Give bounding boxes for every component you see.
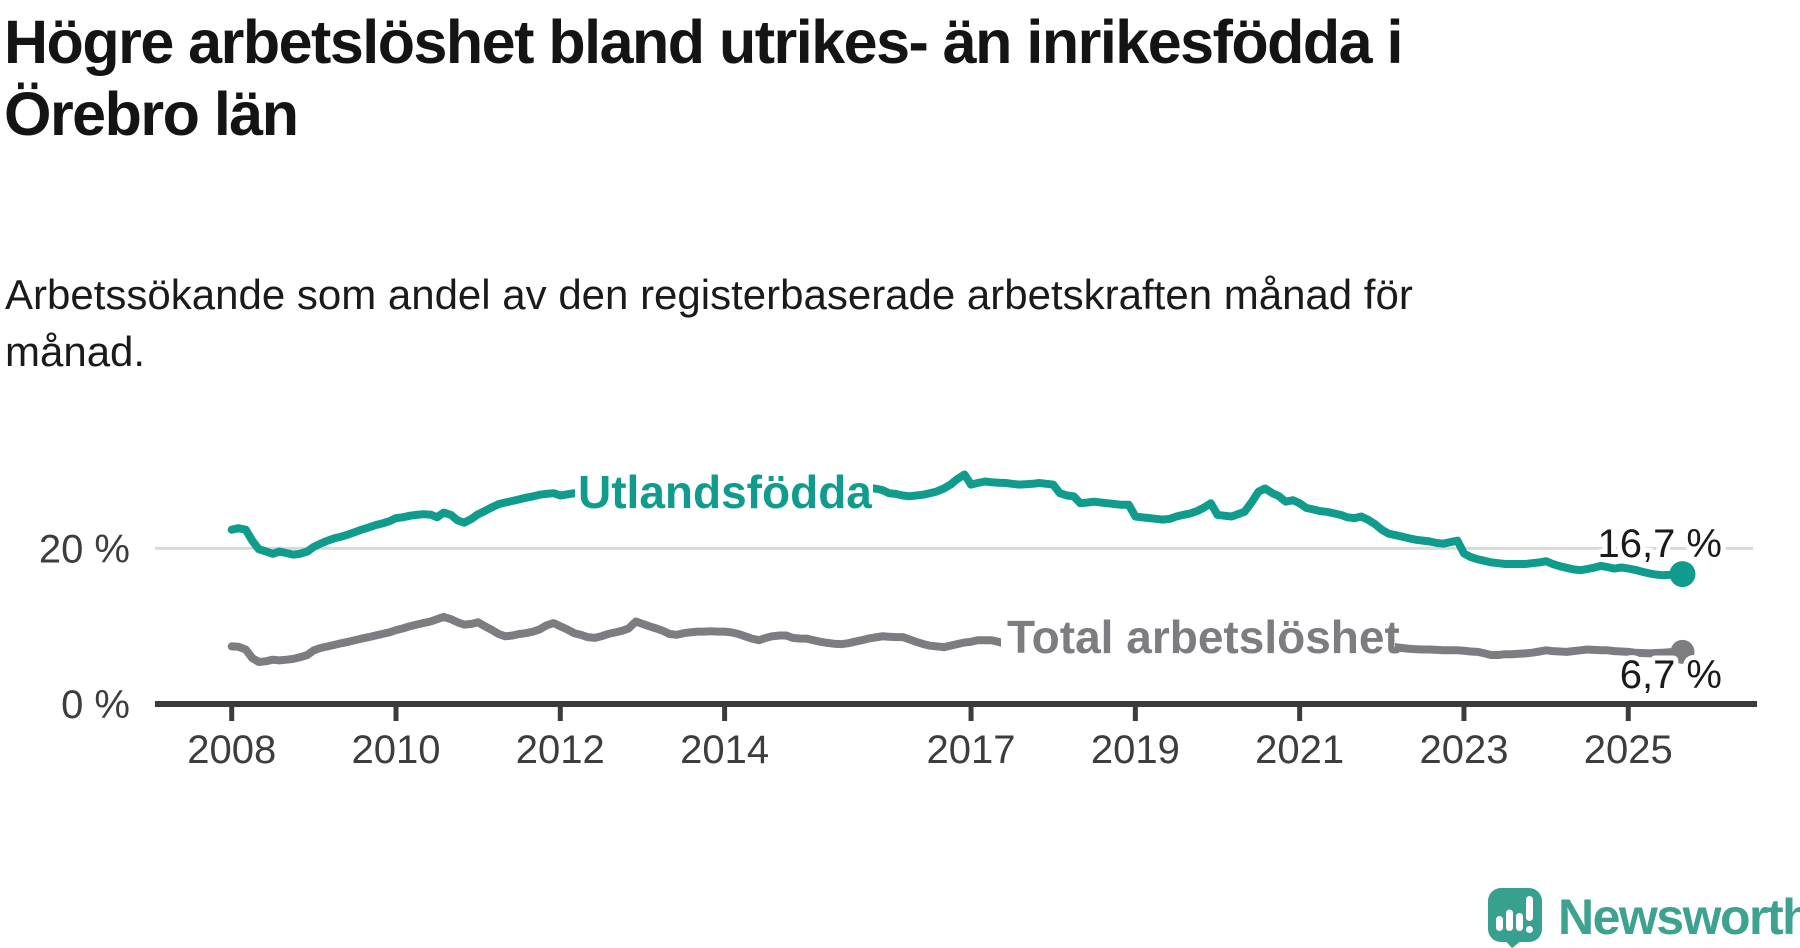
chart-subtitle: Arbetssökande som andel av den registerb… <box>5 266 1565 380</box>
series-label-utlandsf-dda: Utlandsfödda <box>578 466 872 518</box>
subtitle-line-1: Arbetssökande som andel av den registerb… <box>5 271 1413 318</box>
x-tick-label-2021: 2021 <box>1255 728 1344 772</box>
logo-bar-chart-icon <box>1496 896 1533 933</box>
newsworthy-wordmark: Newsworthy <box>1558 889 1800 945</box>
logo-bubble <box>1488 888 1542 942</box>
series-line-utlandsf-dda <box>227 470 1687 580</box>
end-dot-total-arbetsl-shet <box>1670 639 1695 664</box>
x-tick-label-2017: 2017 <box>927 728 1016 772</box>
newsworthy-logo: Newsworthy <box>1488 888 1800 948</box>
x-tick-label-2008: 2008 <box>187 728 276 772</box>
y-tick-label-0: 0 % <box>61 683 130 727</box>
title-line-2: Örebro län <box>4 80 299 148</box>
x-tick-label-2023: 2023 <box>1419 728 1508 772</box>
x-tick-label-2012: 2012 <box>516 728 605 772</box>
subtitle-line-2: månad. <box>5 328 146 375</box>
newsworthy-bubble-icon <box>1488 888 1542 948</box>
page-title: Högre arbetslöshet bland utrikes- än inr… <box>4 6 1504 150</box>
end-value-label-total-arbetsl-shet: 6,7 % <box>1620 653 1722 697</box>
series-label-mask-utlandsf-dda <box>575 466 873 518</box>
series-label-mask-total-arbetsl-shet <box>1001 610 1395 664</box>
end-value-label-utlandsf-dda: 16,7 % <box>1597 522 1722 566</box>
x-tick-label-2010: 2010 <box>352 728 441 772</box>
x-tick-label-2014: 2014 <box>680 728 769 772</box>
end-dot-utlandsf-dda <box>1669 561 1696 588</box>
series-line-total-arbetsl-shet <box>227 612 1687 666</box>
title-line-1: Högre arbetslöshet bland utrikes- än inr… <box>4 8 1403 76</box>
y-tick-label-20: 20 % <box>39 527 130 571</box>
line-chart: 2008 2010 2012 2014 2017 2019 2021 2023 2025 0 % 2… <box>39 466 1757 772</box>
series-label-total-arbetsl-shet: Total arbetslöshet <box>1007 611 1400 663</box>
x-tick-label-2019: 2019 <box>1091 728 1180 772</box>
x-tick-label-2025: 2025 <box>1584 728 1673 772</box>
